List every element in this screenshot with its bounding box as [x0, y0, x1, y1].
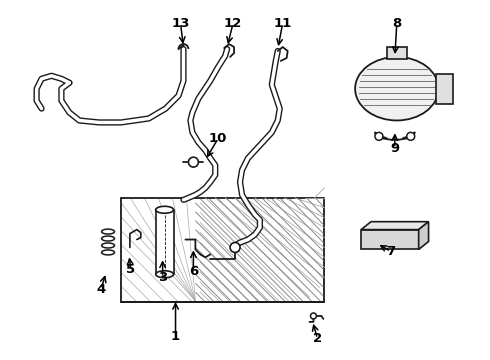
Circle shape	[407, 132, 415, 140]
Text: 7: 7	[386, 245, 395, 258]
Ellipse shape	[156, 271, 173, 278]
Text: 11: 11	[273, 17, 292, 30]
Ellipse shape	[355, 57, 439, 121]
Text: 13: 13	[172, 17, 190, 30]
Bar	[121, 198, 324, 302]
Text: 6: 6	[189, 265, 198, 278]
Circle shape	[189, 157, 198, 167]
Text: 2: 2	[313, 332, 322, 345]
Circle shape	[230, 243, 240, 252]
Bar	[361, 230, 418, 249]
Text: 10: 10	[209, 132, 227, 145]
Text: 4: 4	[97, 283, 106, 296]
Text: 3: 3	[158, 271, 167, 284]
Ellipse shape	[156, 206, 173, 213]
Text: 9: 9	[390, 142, 399, 155]
Bar	[156, 210, 173, 274]
Text: 1: 1	[171, 330, 180, 343]
Text: 12: 12	[224, 17, 242, 30]
Text: 5: 5	[126, 263, 135, 276]
Bar	[387, 47, 407, 59]
Polygon shape	[418, 222, 429, 249]
FancyBboxPatch shape	[436, 74, 453, 104]
Polygon shape	[361, 222, 429, 230]
Text: 8: 8	[392, 17, 401, 30]
Circle shape	[375, 132, 383, 140]
Circle shape	[311, 313, 317, 319]
